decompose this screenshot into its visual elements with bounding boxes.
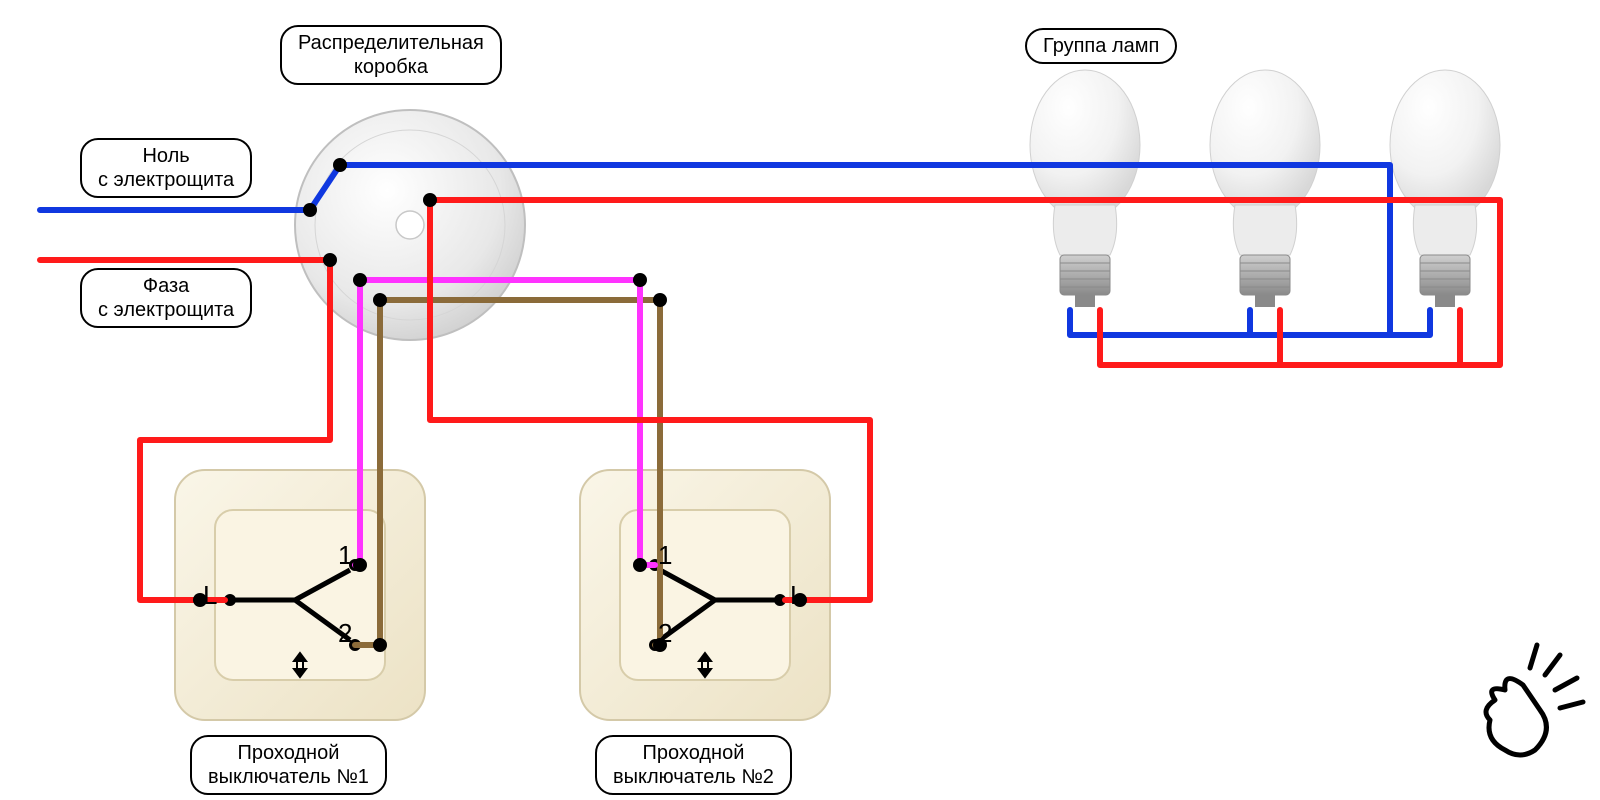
- phase-label: Фазас электрощита: [80, 268, 252, 328]
- lamp-2-icon: [1210, 70, 1320, 307]
- switch2-2: 2: [658, 618, 672, 649]
- wiring-diagram: Распределительнаякоробка Нольс электрощи…: [0, 0, 1600, 800]
- snap-fingers-icon: [1486, 645, 1583, 755]
- switch2-1: 1: [658, 540, 672, 571]
- junction-box-label: Распределительнаякоробка: [280, 25, 502, 85]
- switch1-2: 2: [338, 618, 352, 649]
- switch2-label: Проходнойвыключатель №2: [595, 735, 792, 795]
- lamp-3-icon: [1390, 70, 1500, 307]
- diagram-svg: [0, 0, 1600, 800]
- switch1-L: L: [203, 580, 217, 611]
- lamp-1-icon: [1030, 70, 1140, 307]
- switch2-L: L: [790, 580, 804, 611]
- neutral-label: Нольс электрощита: [80, 138, 252, 198]
- switch1-label: Проходнойвыключатель №1: [190, 735, 387, 795]
- switch1-1: 1: [338, 540, 352, 571]
- lamp-group-label: Группа ламп: [1025, 28, 1177, 64]
